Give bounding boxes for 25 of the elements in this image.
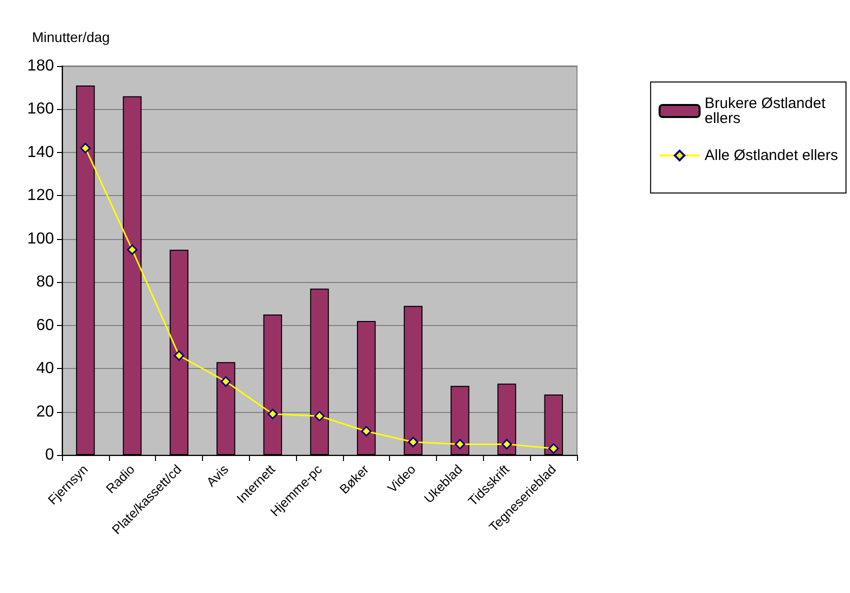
point: [80, 142, 91, 154]
y-tick-label: 140: [27, 144, 54, 161]
y-tick-label: 0: [45, 446, 54, 464]
y-tick-label: 120: [27, 187, 54, 204]
y-tick-label: 60: [36, 316, 54, 334]
point: [267, 408, 278, 420]
point: [126, 244, 138, 255]
legend-label: Alle Østlandet ellers: [704, 147, 838, 164]
y-axis-title: Minutter/dag: [32, 29, 110, 45]
point: [314, 410, 325, 422]
y-tick-label: 160: [27, 100, 54, 118]
y-tick-label: 80: [36, 274, 54, 291]
point: [502, 438, 512, 450]
y-tick-label: 100: [27, 230, 54, 248]
x-tick-label: Avis: [203, 461, 232, 490]
y-tick-label: 180: [27, 58, 54, 74]
y-tick-label: 20: [36, 403, 54, 420]
point: [174, 350, 184, 361]
point: [548, 443, 559, 454]
point: [454, 438, 466, 450]
point: [408, 436, 418, 448]
point: [361, 426, 372, 436]
y-tick-label: 40: [36, 360, 54, 378]
point: [220, 376, 232, 387]
legend-label: Brukere Østlandet ellers: [704, 95, 830, 127]
